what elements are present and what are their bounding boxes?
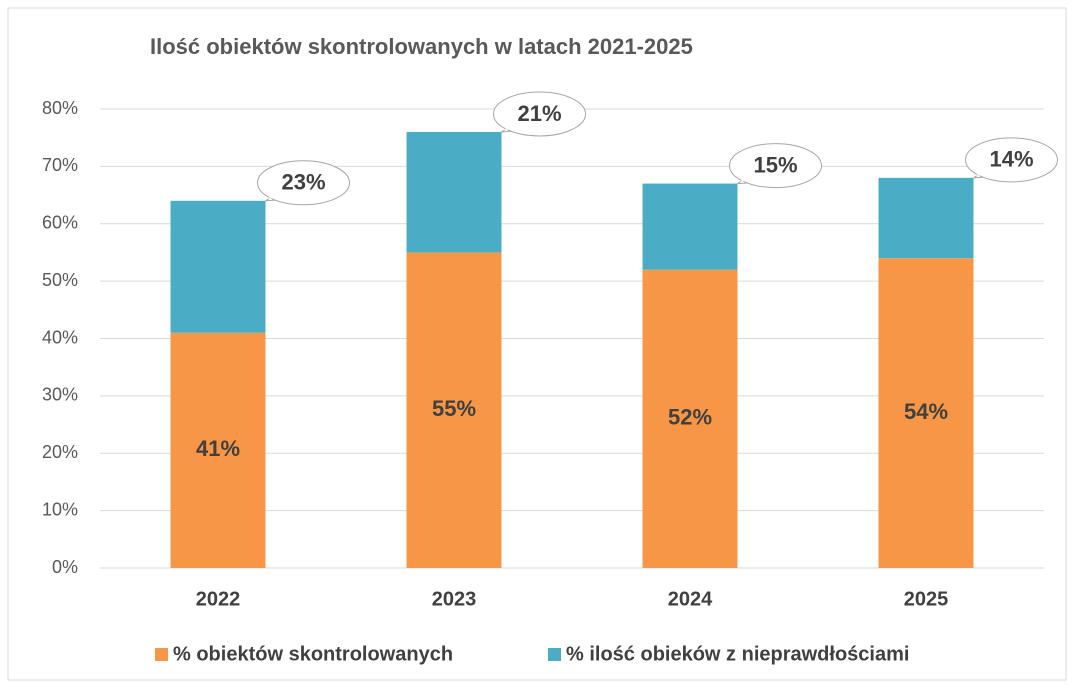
- y-tick-label: 70%: [42, 155, 78, 175]
- callout-join: [739, 172, 767, 182]
- y-tick-label: 0%: [52, 557, 78, 577]
- legend-label: % ilość obieków z nieprawdłościami: [566, 643, 909, 665]
- bar-segment: [878, 177, 974, 259]
- bar-segment: [406, 131, 502, 253]
- bar-segment: [642, 183, 738, 270]
- y-tick-label: 20%: [42, 442, 78, 462]
- x-tick-label: 2024: [668, 588, 713, 610]
- data-label: 54%: [904, 399, 948, 424]
- data-label: 14%: [989, 147, 1033, 172]
- bar-segment: [170, 200, 266, 333]
- chart-title: Ilość obiektów skontrolowanych w latach …: [150, 34, 693, 59]
- bar-segment: [878, 258, 974, 568]
- y-tick-label: 10%: [42, 499, 78, 519]
- callout-join: [267, 189, 295, 199]
- bar-segment: [642, 269, 738, 568]
- legend-label: % obiektów skontrolowanych: [173, 643, 453, 665]
- x-tick-label: 2025: [904, 588, 949, 610]
- data-label: 55%: [432, 396, 476, 421]
- y-tick-label: 30%: [42, 385, 78, 405]
- x-tick-label: 2023: [432, 588, 477, 610]
- callout-join: [975, 166, 1003, 176]
- data-label: 21%: [517, 101, 561, 126]
- data-label: 23%: [281, 170, 325, 195]
- y-tick-label: 40%: [42, 327, 78, 347]
- x-tick-label: 2022: [196, 588, 241, 610]
- y-tick-label: 80%: [42, 98, 78, 118]
- legend-swatch: [155, 648, 168, 661]
- bar-segment: [406, 252, 502, 568]
- data-label: 15%: [753, 152, 797, 177]
- data-label: 41%: [196, 436, 240, 461]
- data-label: 52%: [668, 405, 712, 430]
- y-tick-label: 50%: [42, 270, 78, 290]
- callout-join: [503, 120, 531, 130]
- y-tick-label: 60%: [42, 213, 78, 233]
- bar-segment: [170, 332, 266, 568]
- legend-swatch: [548, 648, 561, 661]
